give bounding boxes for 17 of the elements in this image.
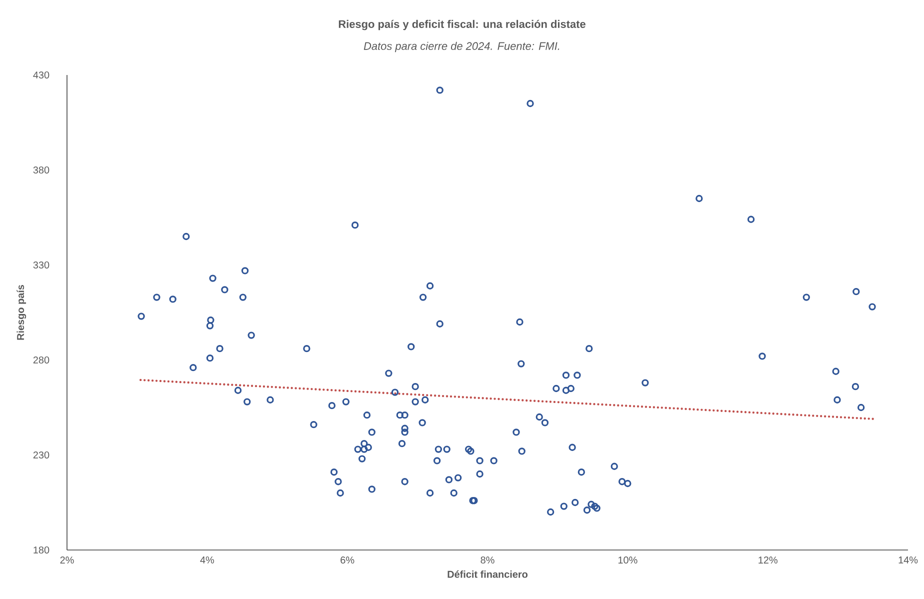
y-tick-label: 180 — [34, 546, 50, 554]
x-tick-label: 4% — [200, 556, 214, 564]
chart-subtitle: Datos para cierre de 2024. Fuente: FMI. — [364, 42, 560, 52]
x-tick-label: 2% — [60, 556, 74, 564]
x-axis-title: Déficit financiero — [448, 570, 528, 578]
y-axis-title: Riesgo país — [16, 284, 26, 340]
y-tick-label: 230 — [33, 451, 50, 459]
x-tick-label: 8% — [480, 556, 494, 564]
chart-title: Riesgo país y deficit fiscal: una relación distate — [338, 20, 586, 30]
x-tick-label: 10% — [618, 556, 638, 564]
x-tick-label: 14% — [898, 556, 918, 564]
x-tick-label: 6% — [340, 556, 354, 564]
y-tick-label: 330 — [33, 261, 50, 269]
y-tick-label: 380 — [33, 166, 50, 174]
y-tick-label: 430 — [33, 71, 50, 79]
y-tick-label: 280 — [33, 356, 50, 364]
x-tick-label: 12% — [758, 556, 778, 564]
